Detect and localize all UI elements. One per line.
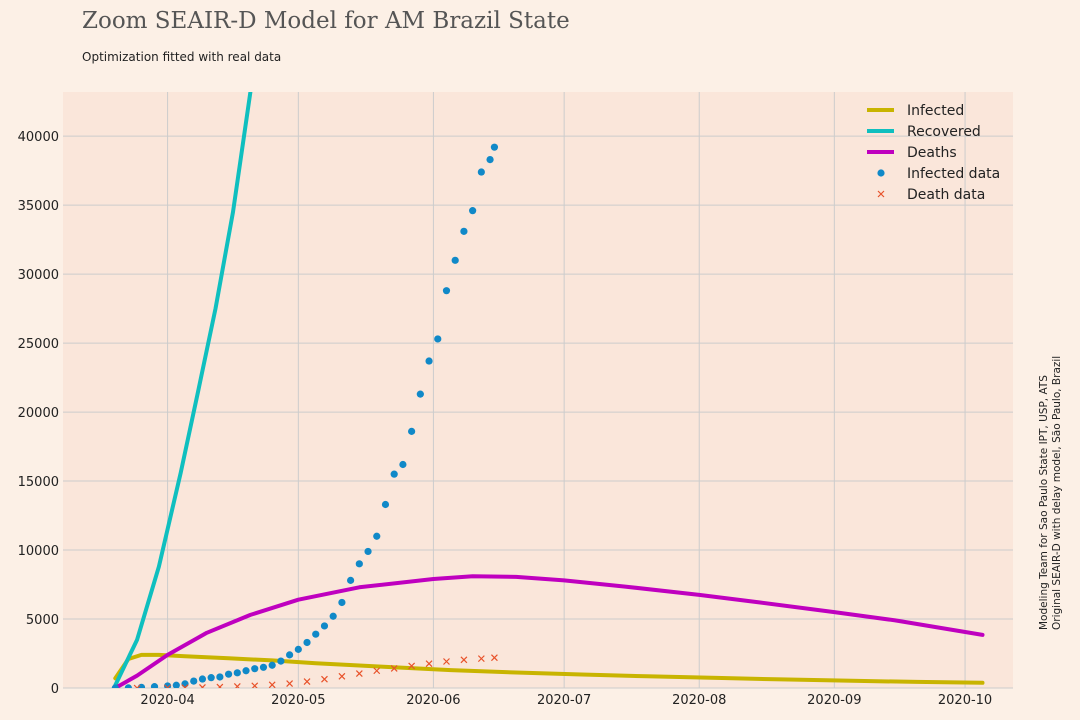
infected-data-point <box>124 684 132 688</box>
plot-area <box>63 92 1013 688</box>
infected-data-point <box>207 674 215 682</box>
infected-data-point <box>111 684 119 688</box>
infected-data-point <box>190 677 198 685</box>
credit-line-1: Modeling Team for Sao Paulo State IPT, U… <box>1038 375 1050 630</box>
death-data-point <box>460 656 468 664</box>
chart-title: Zoom SEAIR-D Model for AM Brazil State <box>82 8 570 34</box>
credit-note: Modeling Team for Sao Paulo State IPT, U… <box>1038 356 1064 630</box>
infected-data-point <box>312 630 320 638</box>
infected-data-point <box>303 638 311 647</box>
chart-subtitle: Optimization fitted with real data <box>82 50 282 64</box>
infected-data-point <box>259 663 268 671</box>
credit-line-2: Original SEAIR-D with delay model, São P… <box>1051 355 1063 630</box>
infected-data-point <box>477 168 485 176</box>
x-tick-label: 2020-07 <box>537 693 591 708</box>
death-data-point <box>338 672 346 680</box>
plot-series <box>111 92 985 688</box>
legend-marker-x <box>877 190 885 198</box>
x-tick-label: 2020-06 <box>406 693 460 708</box>
death-data-point <box>477 655 485 663</box>
y-tick-label: 40000 <box>18 130 59 145</box>
infected-data-point <box>251 665 259 673</box>
death-data-point <box>199 684 206 688</box>
series-line-infected <box>113 652 985 685</box>
legend-label: Death data <box>907 187 985 203</box>
death-data-point <box>303 678 311 685</box>
series-line-recovered <box>113 92 253 688</box>
infected-data-point <box>434 335 442 343</box>
death-data-point <box>251 682 259 688</box>
x-tick-label: 2020-05 <box>271 693 325 708</box>
death-data-point <box>443 658 450 665</box>
infected-data-point <box>233 669 241 677</box>
death-data-point <box>181 684 189 688</box>
infected-data-point <box>390 470 398 478</box>
infected-data-point <box>242 667 250 675</box>
infected-data-point <box>355 560 363 568</box>
x-tick-label: 2020-10 <box>938 693 992 708</box>
infected-data-point <box>451 256 459 264</box>
infected-data-point <box>364 547 372 556</box>
legend-label: Deaths <box>907 145 957 161</box>
y-tick-label: 25000 <box>18 337 59 352</box>
infected-data-point <box>277 657 285 665</box>
y-tick-label: 35000 <box>18 199 59 214</box>
infected-data-point <box>373 532 381 540</box>
legend-label: Infected data <box>907 166 1000 182</box>
infected-data-point <box>408 427 416 435</box>
infected-data-point <box>469 207 477 215</box>
infected-data-point <box>329 612 337 620</box>
legend-label: Infected <box>907 103 964 119</box>
infected-data-point <box>198 675 207 683</box>
infected-data-point <box>172 681 180 688</box>
infected-data-point <box>442 287 451 295</box>
infected-data-point <box>490 143 499 151</box>
y-tick-label: 30000 <box>18 268 59 283</box>
death-data-point <box>268 681 276 688</box>
infected-data-point <box>338 598 346 607</box>
death-data-point <box>164 684 172 688</box>
legend-marker-dot <box>877 169 885 177</box>
infected-data-point <box>486 156 494 164</box>
y-tick-label: 0 <box>51 682 59 697</box>
legend-label: Recovered <box>907 124 981 140</box>
series-line-deaths <box>113 574 985 688</box>
x-tick-label: 2020-09 <box>807 693 861 708</box>
death-data-point <box>216 683 224 688</box>
infected-data-point <box>347 576 355 584</box>
infected-data-point <box>286 651 294 659</box>
infected-data-point <box>425 357 433 365</box>
death-data-point <box>408 662 416 670</box>
death-data-point <box>321 675 328 683</box>
legend: Infected Recovered Deaths Infected data Deat… <box>867 103 1000 203</box>
infected-data-point <box>416 390 424 398</box>
death-data-point <box>373 667 381 675</box>
infected-data-point <box>320 622 329 630</box>
death-data-point <box>286 680 294 688</box>
infected-data-point <box>399 460 407 469</box>
infected-data-point <box>381 500 390 509</box>
death-data-point <box>490 654 498 662</box>
infected-data-point <box>181 680 189 688</box>
y-tick-label: 20000 <box>18 406 59 421</box>
death-data-point <box>390 664 398 672</box>
infected-data-point <box>224 670 233 678</box>
y-tick-label: 5000 <box>26 613 59 628</box>
infected-data-point <box>216 673 224 681</box>
death-data-point <box>355 670 363 677</box>
x-tick-label: 2020-04 <box>140 693 194 708</box>
infected-data-point <box>460 227 468 235</box>
x-tick-label: 2020-08 <box>672 693 726 708</box>
infected-data-point <box>150 683 159 688</box>
infected-data-point <box>137 683 146 688</box>
death-data-point <box>425 660 433 668</box>
y-tick-label: 10000 <box>18 544 59 559</box>
infected-data-point <box>268 661 276 669</box>
death-data-point <box>233 683 241 688</box>
y-tick-label: 15000 <box>18 475 59 490</box>
death-data-point <box>133 684 141 688</box>
infected-data-point <box>294 645 302 653</box>
